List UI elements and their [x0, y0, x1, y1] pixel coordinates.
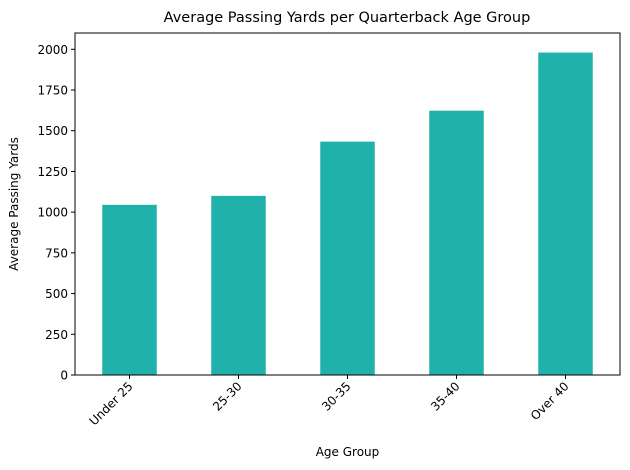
y-tick-label: 750: [45, 246, 68, 260]
y-axis: 0 250 500 750 1000 1250 1500 1750 2000: [37, 43, 75, 383]
x-tick-label: Over 40: [528, 379, 572, 423]
x-axis-label: Age Group: [316, 445, 380, 459]
y-tick-label: 250: [45, 328, 68, 342]
y-tick-label: 2000: [37, 43, 68, 57]
y-tick-label: 500: [45, 287, 68, 301]
bar-over-40: [538, 52, 593, 376]
y-tick-label: 1250: [37, 165, 68, 179]
chart-title: Average Passing Yards per Quarterback Ag…: [164, 10, 531, 26]
x-tick-label: 35-40: [428, 379, 463, 414]
x-tick-label: 25-30: [210, 379, 245, 414]
bars-group: [102, 52, 593, 376]
y-tick-label: 1500: [37, 124, 68, 138]
y-tick-label: 0: [60, 369, 68, 383]
bar-30-35: [320, 141, 375, 375]
y-axis-label: Average Passing Yards: [7, 137, 21, 271]
x-axis: Under 25 25-30 30-35 35-40 Over 40: [87, 375, 572, 428]
y-tick-label: 1000: [37, 206, 68, 220]
x-tick-label: Under 25: [87, 379, 136, 428]
bar-under-25: [102, 204, 157, 375]
x-tick-label: 30-35: [319, 379, 354, 414]
plot-frame: [74, 32, 621, 376]
y-tick-label: 1750: [37, 84, 68, 98]
bar-35-40: [429, 110, 484, 375]
bar-25-30: [211, 195, 266, 375]
